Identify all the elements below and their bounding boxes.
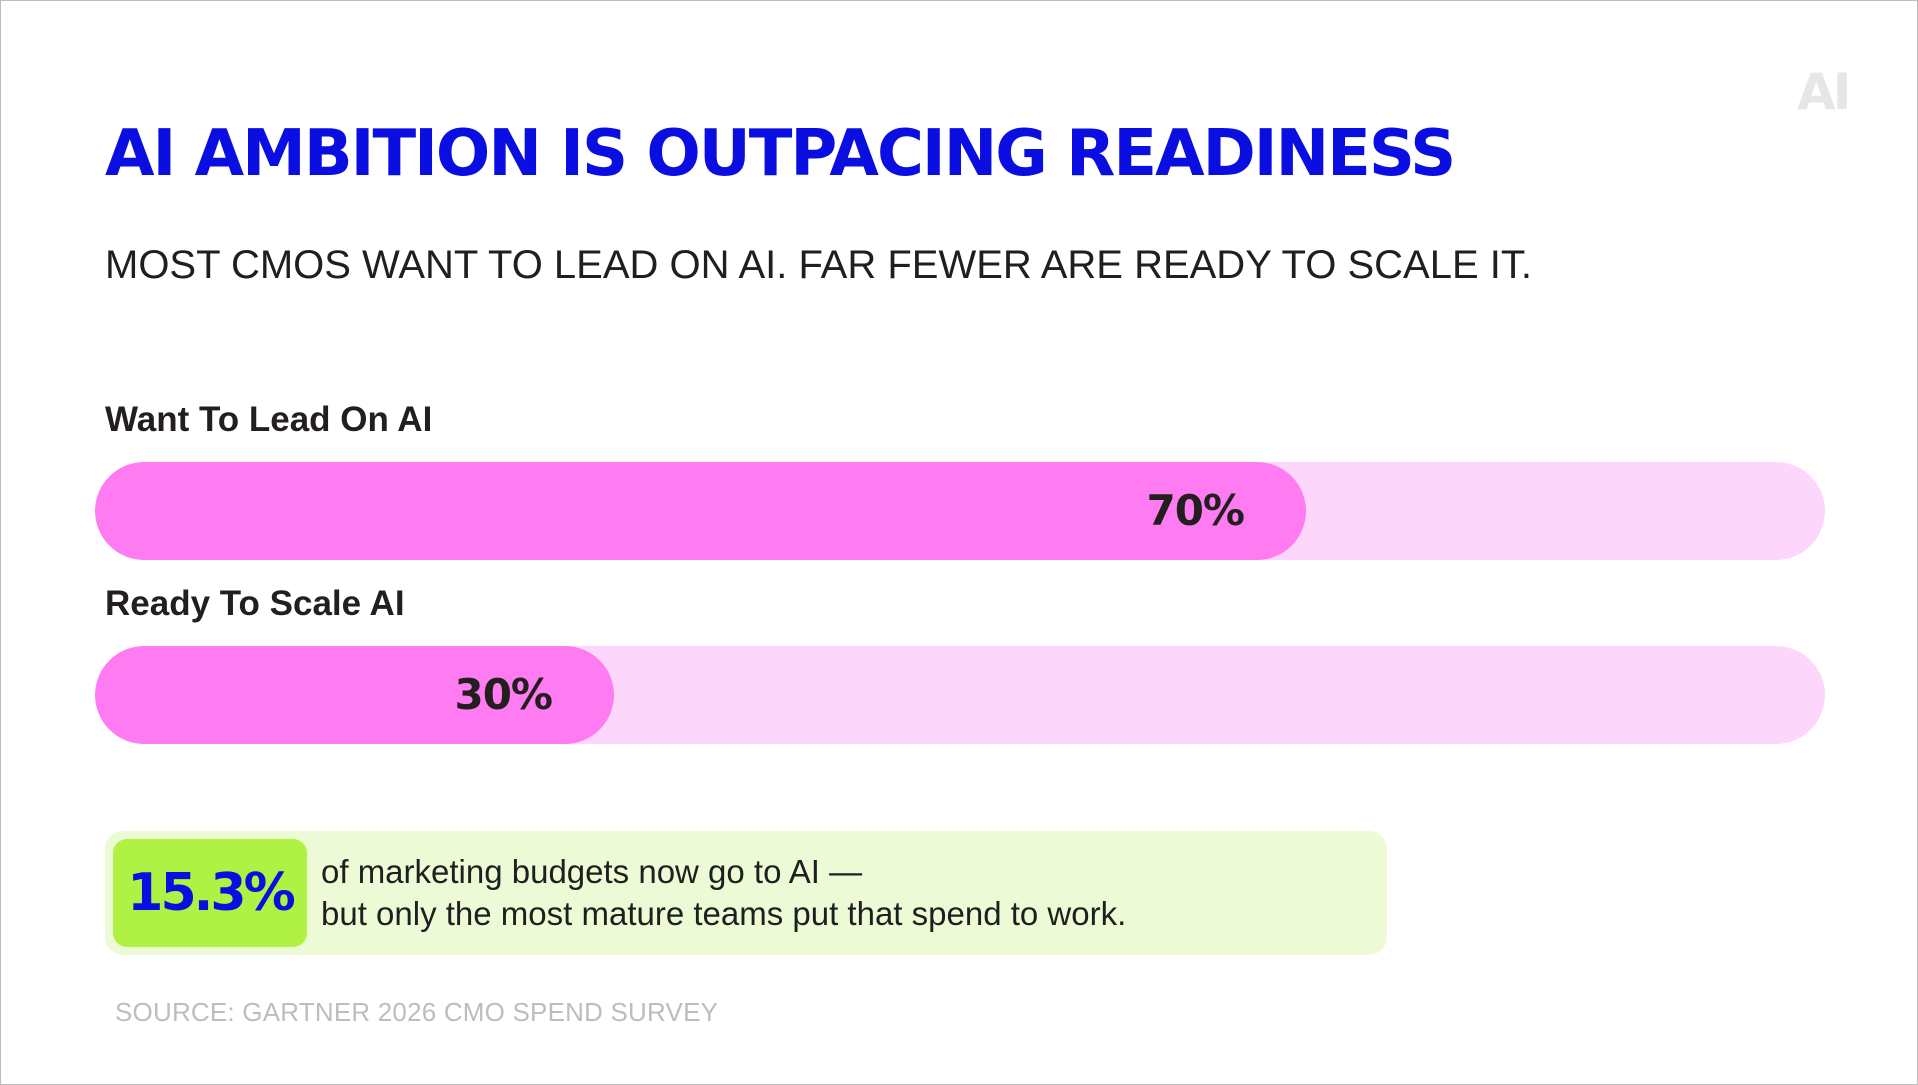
bar-label-ready-to-scale: Ready To Scale AI: [105, 584, 405, 623]
bar-fill-want-to-lead: [95, 462, 1306, 560]
stat-badge: 15.3%: [113, 839, 307, 947]
callout-line-2: but only the most mature teams put that …: [321, 895, 1127, 932]
bar-value-want-to-lead: 70%: [1146, 486, 1245, 535]
bar-label-want-to-lead: Want To Lead On AI: [105, 400, 433, 439]
bar-fill-ready-to-scale: [95, 646, 614, 744]
bar-track-want-to-lead: 70%: [95, 462, 1825, 560]
source-note: SOURCE: GARTNER 2026 CMO SPEND SURVEY: [115, 997, 719, 1027]
bar-track-ready-to-scale: 30%: [95, 646, 1825, 744]
stat-callout: 15.3% of marketing budgets now go to AI …: [105, 831, 1387, 955]
callout-text: of marketing budgets now go to AI — but …: [321, 851, 1126, 935]
brand-logo: AI: [1797, 63, 1851, 121]
page-title: AI AMBITION IS OUTPACING READINESS: [105, 117, 1456, 191]
bar-value-ready-to-scale: 30%: [454, 670, 553, 719]
callout-line-1: of marketing budgets now go to AI —: [321, 853, 863, 890]
page-subtitle: MOST CMOS WANT TO LEAD ON AI. FAR FEWER …: [105, 243, 1532, 287]
